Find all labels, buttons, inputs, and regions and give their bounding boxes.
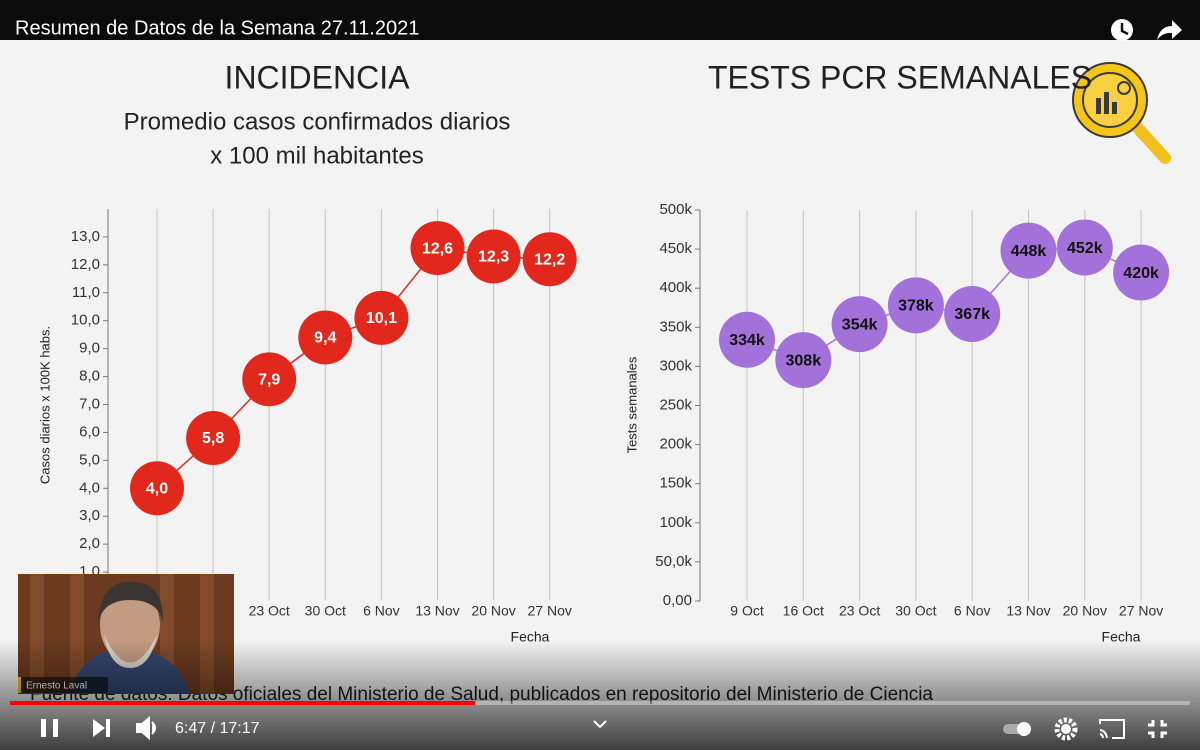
- x-tick-label: 6 Nov: [954, 603, 991, 619]
- y-tick-label: 13,0: [71, 228, 100, 245]
- data-label: 12,6: [422, 240, 453, 257]
- y-tick-label: 300k: [659, 357, 692, 374]
- y-tick-label: 4,0: [79, 479, 100, 496]
- data-label: 308k: [786, 352, 822, 369]
- data-point: [186, 411, 241, 466]
- x-tick-label: 27 Nov: [528, 603, 572, 619]
- data-point: [944, 286, 1001, 343]
- time-display: 6:47 / 17:17: [175, 720, 260, 737]
- x-tick-label: 6 Nov: [363, 603, 400, 619]
- data-point: [831, 296, 888, 353]
- data-label: 4,0: [146, 481, 168, 498]
- y-tick-label: 350k: [659, 318, 692, 335]
- y-tick-label: 150k: [659, 475, 692, 492]
- data-point: [130, 461, 184, 516]
- data-label: 378k: [898, 298, 934, 315]
- x-tick-label: 9 Oct: [730, 603, 764, 619]
- y-tick-label: 450k: [659, 240, 692, 257]
- x-tick-label: 23 Oct: [839, 603, 880, 619]
- x-tick-label: 16 Oct: [783, 603, 824, 619]
- x-tick-label: 30 Oct: [305, 603, 346, 619]
- chart-title: INCIDENCIA: [225, 59, 411, 95]
- top-bar: [0, 0, 1200, 40]
- fullscreen-button[interactable]: [1148, 720, 1167, 738]
- y-tick-label: 100k: [659, 514, 692, 531]
- progress-played[interactable]: [10, 701, 475, 705]
- y-tick-label: 5,0: [79, 451, 100, 468]
- slide: INCIDENCIA Promedio casos confirmados dia…: [30, 59, 1171, 705]
- data-point: [466, 229, 521, 284]
- data-label: 354k: [842, 316, 878, 333]
- y-tick-label: 9,0: [79, 340, 100, 357]
- data-point: [719, 311, 775, 368]
- y-tick-label: 0,00: [663, 592, 692, 609]
- next-button[interactable]: [93, 719, 110, 737]
- data-label: 7,9: [258, 372, 280, 389]
- data-point: [354, 290, 409, 345]
- controls-shade: [0, 640, 1200, 750]
- y-tick-label: 50,0k: [655, 553, 692, 570]
- x-tick-label: 20 Nov: [1063, 603, 1107, 619]
- data-point: [1000, 222, 1057, 279]
- data-label: 448k: [1011, 243, 1047, 260]
- x-tick-label: 30 Oct: [895, 603, 936, 619]
- volume-button[interactable]: [136, 715, 156, 741]
- data-label: 12,3: [478, 249, 509, 266]
- chart-subtitle: Promedio casos confirmados diarios: [124, 108, 511, 135]
- data-label: 12,2: [534, 251, 565, 268]
- data-point: [1113, 244, 1170, 301]
- chapters-chevron[interactable]: [593, 720, 607, 729]
- data-point: [298, 310, 353, 365]
- data-point: [522, 232, 577, 287]
- watch-later-icon: [1120, 23, 1129, 36]
- x-tick-label: 13 Nov: [415, 603, 459, 619]
- data-point: [1056, 219, 1113, 276]
- pause-bar-right[interactable]: [53, 719, 58, 737]
- y-axis-title: Casos diarios x 100K habs.: [37, 326, 52, 484]
- y-tick-label: 3,0: [79, 507, 100, 524]
- y-tick-label: 8,0: [79, 368, 100, 385]
- autoplay-knob: [1017, 722, 1031, 736]
- progress-track[interactable]: [10, 701, 1190, 705]
- y-tick-label: 250k: [659, 396, 692, 413]
- presenter-hair: [98, 581, 164, 622]
- y-tick-label: 10,0: [71, 312, 100, 329]
- data-point: [410, 221, 465, 276]
- y-tick-label: 500k: [659, 201, 692, 218]
- video-title: Resumen de Datos de la Semana 27.11.2021: [15, 17, 419, 39]
- x-tick-label: 27 Nov: [1119, 603, 1163, 619]
- y-tick-label: 200k: [659, 436, 692, 453]
- data-label: 420k: [1123, 265, 1159, 282]
- x-tick-label: 13 Nov: [1006, 603, 1050, 619]
- pause-bar-left[interactable]: [41, 719, 46, 737]
- settings-button[interactable]: [1054, 717, 1078, 741]
- y-tick-label: 400k: [659, 279, 692, 296]
- y-tick-label: 12,0: [71, 256, 100, 273]
- cast-button[interactable]: [1099, 719, 1125, 739]
- x-tick-label: 20 Nov: [471, 603, 515, 619]
- data-label: 9,4: [314, 330, 336, 347]
- data-label: 452k: [1067, 240, 1103, 257]
- share-button[interactable]: [1157, 20, 1182, 40]
- y-tick-label: 7,0: [79, 395, 100, 412]
- data-label: 367k: [954, 306, 990, 323]
- data-point: [887, 277, 944, 334]
- y-tick-label: 11,0: [72, 284, 100, 301]
- data-label: 334k: [729, 332, 765, 349]
- data-label: 5,8: [202, 430, 224, 447]
- logo: [1072, 62, 1171, 164]
- settings-hub: [1061, 724, 1071, 734]
- chart-title: TESTS PCR SEMANALES: [708, 59, 1092, 95]
- chart-subtitle: x 100 mil habitantes: [210, 142, 423, 169]
- data-point: [242, 352, 297, 407]
- y-axis-title: Tests semanales: [624, 356, 639, 453]
- x-tick-label: 23 Oct: [249, 603, 290, 619]
- data-label: 10,1: [366, 310, 397, 327]
- y-tick-label: 6,0: [79, 423, 100, 440]
- data-point: [775, 332, 832, 389]
- y-tick-label: 2,0: [79, 535, 100, 552]
